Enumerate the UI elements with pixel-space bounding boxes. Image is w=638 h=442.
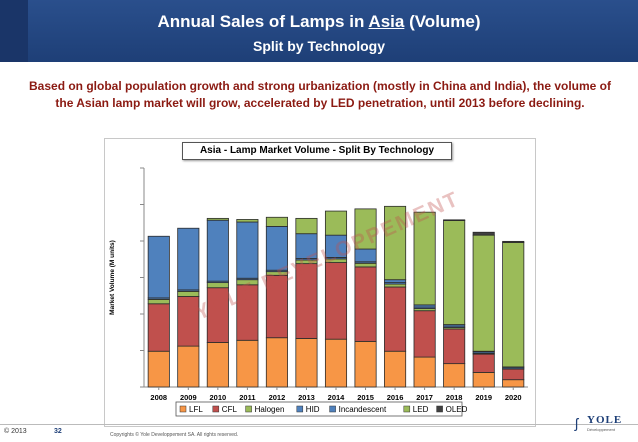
x-tick-label: 2016	[387, 393, 404, 402]
footer-copyright: © 2013	[4, 428, 27, 435]
legend-swatch	[296, 405, 304, 413]
x-tick-label: 2017	[416, 393, 433, 402]
legend-swatch	[245, 405, 252, 413]
bar-segment	[502, 242, 525, 368]
summary-text: Based on global population growth and st…	[29, 79, 611, 110]
bar-segment	[413, 211, 436, 306]
bar-segment	[324, 262, 348, 340]
x-tick-label: 2013	[298, 393, 315, 402]
logo-swoosh-icon: ʃ	[575, 415, 579, 431]
title-bar	[0, 0, 638, 62]
legend-label: Incandescent	[339, 405, 387, 414]
bar-segment	[384, 350, 407, 388]
bar-segment	[384, 286, 407, 352]
legend-swatch	[212, 405, 220, 413]
bar-segment	[206, 342, 229, 388]
title-suffix: (Volume)	[404, 12, 481, 31]
bar-segment	[354, 208, 377, 250]
x-tick-label: 2009	[180, 393, 197, 402]
legend-swatch	[436, 405, 443, 413]
bar-segment	[502, 379, 525, 388]
legend-label: LFL	[189, 405, 203, 414]
bar-segment	[354, 340, 377, 388]
bar-segment	[443, 219, 466, 221]
bar-segment	[147, 303, 170, 352]
bar-segment	[443, 328, 466, 365]
bar-segment	[265, 216, 288, 227]
page-title: Annual Sales of Lamps in Asia (Volume)	[0, 12, 638, 32]
bar-segment	[472, 231, 495, 236]
bar-segment	[236, 339, 259, 388]
bar-segment	[384, 205, 407, 281]
legend-label: HID	[306, 405, 320, 414]
bar-segment	[443, 220, 466, 325]
bar-segment	[384, 279, 407, 284]
bar-segment	[177, 345, 200, 388]
legend-box	[175, 401, 463, 417]
x-tick-label: 2019	[475, 393, 492, 402]
company-logo: ʃ YOLE Développement	[573, 410, 633, 438]
logo-text: YOLE	[587, 414, 623, 426]
bar-segment	[354, 262, 377, 268]
x-tick-label: 2008	[150, 393, 167, 402]
bar-segment	[502, 368, 525, 381]
legend-swatch	[329, 405, 336, 413]
bar-segment	[384, 283, 407, 288]
x-tick-label: 2015	[357, 393, 374, 402]
bar-segment	[265, 337, 288, 388]
bar-segment	[324, 338, 348, 388]
legend-swatch	[179, 405, 187, 413]
logo-subtext: Développement	[587, 427, 616, 432]
title-prefix: Annual Sales of Lamps in	[157, 12, 369, 31]
bar-segment	[472, 234, 495, 352]
bar-segment	[413, 310, 436, 358]
bar-segment	[206, 282, 229, 289]
bar-segment	[177, 290, 200, 297]
legend-label: CFL	[222, 405, 238, 414]
bar-segment	[147, 350, 170, 388]
footer-divider	[0, 424, 638, 425]
legend-label: OLED	[446, 405, 468, 414]
bar-segment	[502, 240, 525, 243]
footer-notice: Copyrights © Yole Developpement SA. All …	[110, 432, 239, 438]
bar-segment	[324, 210, 348, 236]
title-bar-stripe	[0, 0, 28, 62]
bar-segment	[147, 298, 170, 305]
x-tick-label: 2018	[446, 393, 463, 402]
bar-segment	[413, 356, 436, 388]
bar-segment	[354, 266, 377, 342]
bar-segment	[206, 217, 229, 221]
x-tick-label: 2020	[505, 393, 522, 402]
bar-segment	[236, 219, 259, 223]
legend-swatch	[403, 405, 411, 413]
legend-label: LED	[413, 405, 429, 414]
bar-segment	[206, 219, 229, 282]
y-axis-label: Market Volume (M units)	[109, 240, 116, 315]
bar-segment	[472, 353, 495, 373]
x-tick-label: 2011	[239, 393, 255, 402]
legend-label: Halogen	[255, 405, 285, 414]
bar-segment	[295, 217, 318, 235]
x-tick-label: 2012	[269, 393, 286, 402]
bar-segment	[236, 221, 259, 279]
chart-title: Asia - Lamp Market Volume - Split By Tec…	[182, 142, 452, 160]
page-subtitle: Split by Technology	[253, 38, 385, 54]
bar-segment	[295, 338, 318, 388]
bar-segment	[147, 235, 170, 299]
bar-segment	[443, 363, 466, 388]
x-tick-label: 2014	[328, 393, 346, 402]
page-number: 32	[54, 428, 62, 435]
x-tick-label: 2010	[210, 393, 227, 402]
title-region: Asia	[368, 12, 405, 31]
bar-segment	[472, 371, 495, 388]
bar-segment	[177, 227, 200, 291]
